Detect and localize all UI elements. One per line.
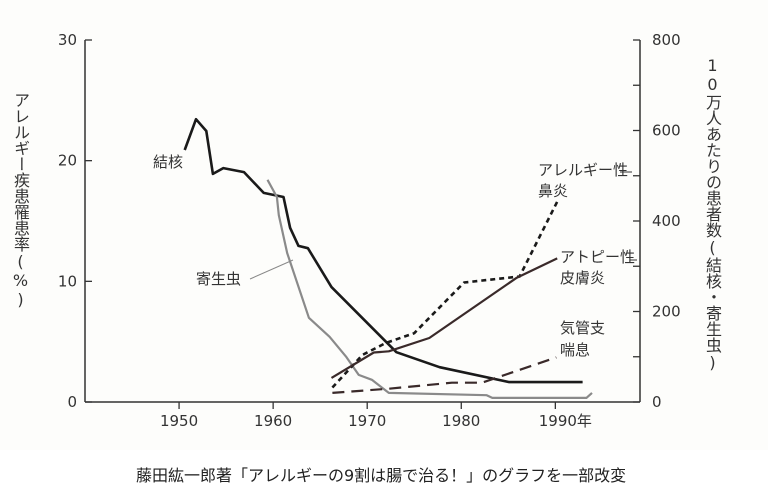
y-left-tick-label: 30	[58, 31, 77, 49]
y-right-tick-label: 600	[652, 122, 681, 140]
x-tick-label: 1960	[254, 412, 292, 430]
y-right-tick-label: 0	[652, 393, 662, 411]
x-tick-label: 1950	[160, 412, 198, 430]
label-asthma-1: 気管支	[560, 319, 605, 337]
label-asthma-2: 喘息	[560, 341, 590, 359]
x-tick-label: 1980	[442, 412, 480, 430]
y-axis-left-label: アレルギー疾患罹患率(%)	[11, 92, 30, 309]
series-line-0	[183, 117, 583, 384]
x-tick-label: 1970	[348, 412, 386, 430]
y-left-tick-label: 0	[67, 393, 77, 411]
leader-parasite	[249, 259, 294, 280]
label-parasite: 寄生虫	[196, 270, 241, 288]
label-rhinitis-1: アレルギー性	[538, 161, 628, 179]
y-left-tick-label: 10	[58, 272, 77, 290]
y-right-tick-label: 800	[652, 31, 681, 49]
series-line-3	[330, 257, 558, 379]
y-left-tick-label: 20	[58, 152, 77, 170]
label-atopic-1: アトピー性	[560, 248, 635, 266]
y-right-tick-label: 200	[652, 303, 681, 321]
label-rhinitis-2: 鼻炎	[538, 182, 568, 200]
label-tb: 結核	[153, 153, 183, 171]
caption: 藤田紘一郎著「アレルギーの9割は腸で治る！」のグラフを一部改変	[136, 466, 627, 485]
y-right-tick-label: 400	[652, 212, 681, 230]
label-atopic-2: 皮膚炎	[560, 269, 605, 287]
y-axis-right-label: 10万人あたりの患者数(結核・寄生虫)	[703, 56, 722, 372]
x-tick-label: 1990年	[539, 412, 592, 430]
